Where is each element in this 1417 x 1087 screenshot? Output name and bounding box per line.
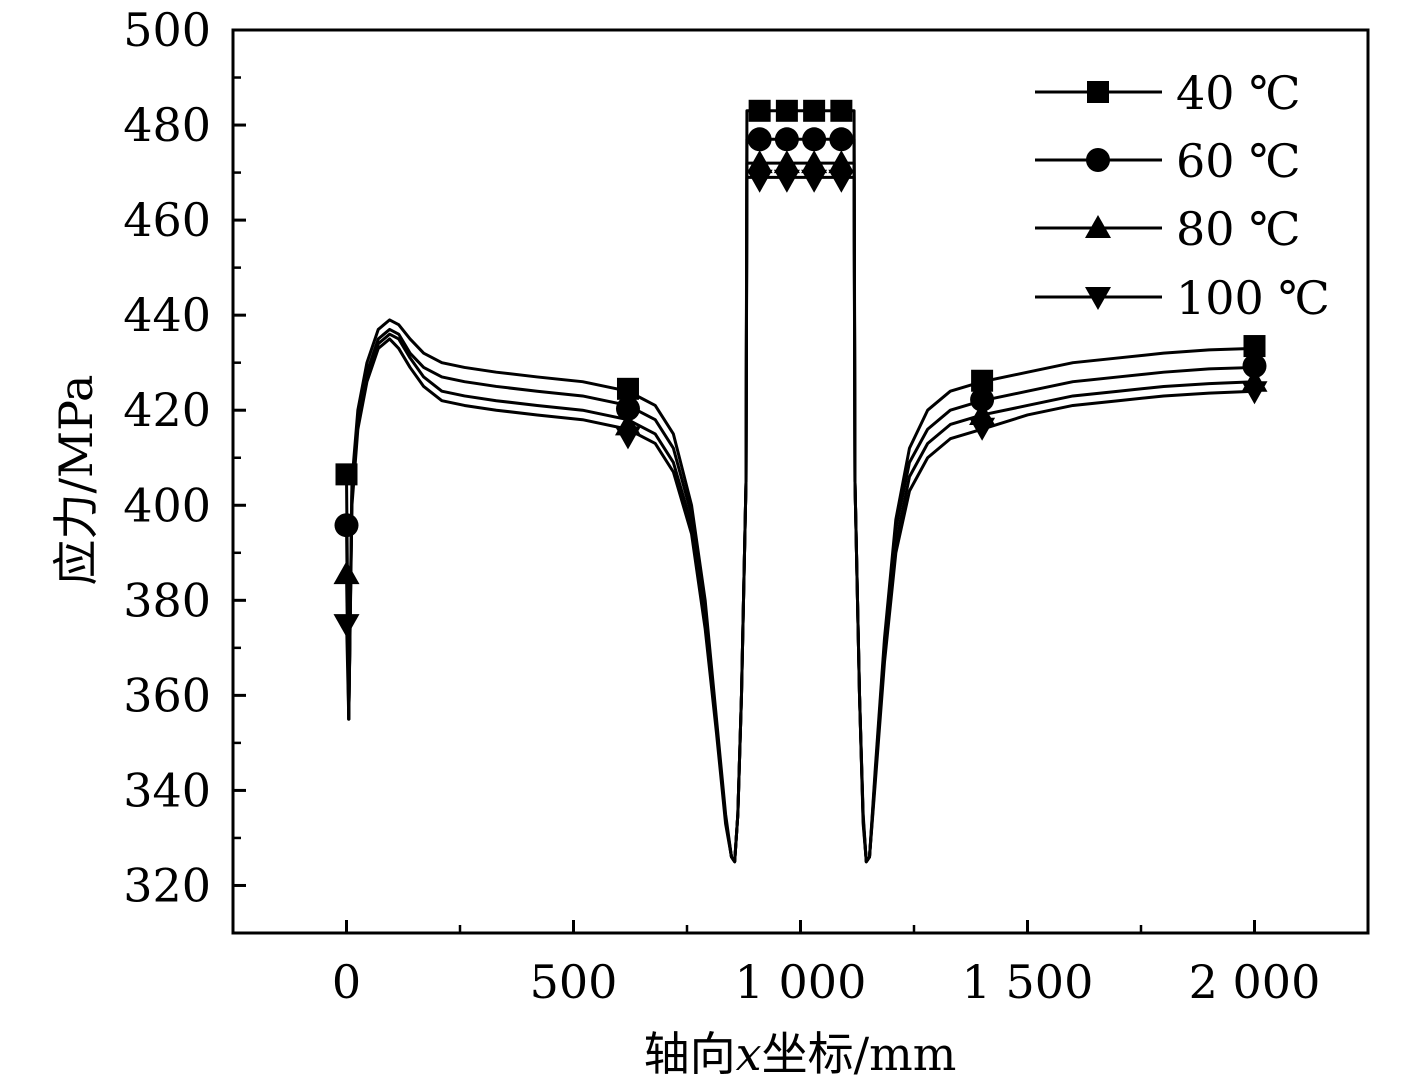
series-line-3 bbox=[345, 161, 1255, 864]
data-point-marker bbox=[746, 150, 773, 174]
data-point-marker bbox=[333, 614, 360, 638]
x-axis-title-variable: x bbox=[736, 1027, 762, 1081]
data-point-marker bbox=[828, 169, 855, 193]
data-point-marker bbox=[746, 169, 773, 193]
y-tick-label: 420 bbox=[123, 383, 211, 437]
legend-marker bbox=[1085, 287, 1111, 310]
data-point-marker bbox=[1243, 335, 1266, 358]
data-point-marker bbox=[614, 426, 641, 450]
data-point-marker bbox=[774, 127, 799, 152]
data-point-marker bbox=[748, 99, 771, 122]
legend-label: 40 ℃ bbox=[1176, 66, 1301, 120]
x-tick-label: 2 000 bbox=[1189, 955, 1321, 1009]
data-point-marker bbox=[775, 99, 798, 122]
legend-marker bbox=[1085, 215, 1111, 238]
data-point-marker bbox=[335, 463, 358, 486]
y-axis-title: 应力/MPa bbox=[49, 375, 103, 586]
series-line-4 bbox=[345, 175, 1255, 864]
x-axis-title: 轴向x坐标/mm bbox=[644, 1027, 957, 1081]
data-point-marker bbox=[1242, 354, 1267, 379]
x-axis-title-prefix: 轴向 bbox=[644, 1027, 736, 1081]
series-line-2 bbox=[345, 137, 1255, 864]
x-tick-label: 0 bbox=[332, 955, 361, 1009]
y-tick-label: 460 bbox=[123, 193, 211, 247]
legend-label: 60 ℃ bbox=[1176, 134, 1301, 188]
x-tick-label: 1 000 bbox=[735, 955, 867, 1009]
legend-label: 100 ℃ bbox=[1176, 271, 1330, 325]
data-point-marker bbox=[830, 99, 853, 122]
data-point-marker bbox=[829, 127, 854, 152]
data-point-marker bbox=[802, 127, 827, 152]
y-tick-label: 400 bbox=[123, 478, 211, 532]
data-point-marker bbox=[747, 127, 772, 152]
data-point-marker bbox=[801, 150, 828, 174]
y-tick-label: 500 bbox=[123, 3, 211, 57]
y-tick-label: 360 bbox=[123, 668, 211, 722]
y-tick-label: 320 bbox=[123, 858, 211, 912]
legend: 40 ℃ 60 ℃ 80 ℃ 100 ℃ bbox=[1035, 66, 1330, 325]
y-tick-label: 480 bbox=[123, 98, 211, 152]
data-point-marker bbox=[773, 169, 800, 193]
data-point-marker bbox=[969, 417, 996, 441]
data-point-marker bbox=[828, 150, 855, 174]
data-point-marker bbox=[971, 369, 994, 392]
data-point-marker bbox=[773, 150, 800, 174]
series-lines bbox=[345, 109, 1255, 864]
data-point-marker bbox=[803, 99, 826, 122]
legend-marker bbox=[1086, 148, 1110, 172]
data-point-marker bbox=[333, 561, 360, 585]
data-point-marker bbox=[616, 377, 639, 400]
data-point-marker bbox=[801, 169, 828, 193]
x-axis-title-suffix: 坐标/mm bbox=[762, 1027, 957, 1081]
x-tick-label: 1 500 bbox=[962, 955, 1094, 1009]
x-tick-label: 500 bbox=[530, 955, 618, 1009]
legend-marker bbox=[1087, 81, 1109, 103]
data-point-marker bbox=[970, 387, 995, 412]
y-tick-label: 380 bbox=[123, 573, 211, 627]
legend-label: 80 ℃ bbox=[1176, 202, 1301, 256]
data-point-marker bbox=[334, 513, 359, 538]
y-tick-label: 340 bbox=[123, 763, 211, 817]
axis-ticks: 320 340 360 380 400 420 440 460 480 500 0 500 1 000 1… bbox=[123, 3, 1320, 1009]
data-point-marker bbox=[1241, 381, 1268, 405]
series-markers bbox=[333, 99, 1268, 638]
series-line-1 bbox=[345, 109, 1255, 864]
y-tick-label: 440 bbox=[123, 288, 211, 342]
data-point-marker bbox=[615, 396, 640, 421]
